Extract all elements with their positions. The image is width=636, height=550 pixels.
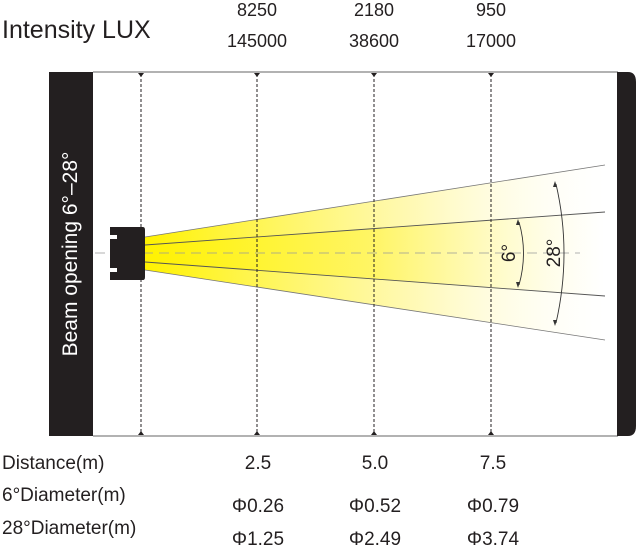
narrow-beam bbox=[145, 212, 605, 296]
narrow-diameter-value: Φ0.79 bbox=[466, 496, 520, 517]
wide-angle-arc bbox=[555, 183, 565, 324]
narrow-diameter-label: 6°Diameter(m) bbox=[2, 485, 126, 506]
lux-28deg-2.5: 145000 bbox=[226, 31, 288, 51]
wide-diameter-value: Φ2.49 bbox=[348, 529, 402, 550]
lux-6deg-7.5: 950 bbox=[475, 0, 507, 20]
distance-label: Distance(m) bbox=[2, 453, 105, 474]
wide-diameter-value: Φ3.74 bbox=[466, 529, 520, 550]
lux-28deg-7.5: 17000 bbox=[465, 31, 517, 51]
distance-value: 7.5 bbox=[479, 453, 507, 474]
right-bar bbox=[617, 72, 636, 436]
distance-value: 5.0 bbox=[361, 453, 389, 474]
lux-28deg-5.0: 38600 bbox=[348, 31, 400, 51]
narrow-angle-arc bbox=[518, 221, 524, 286]
wide-angle-label: 28° bbox=[544, 238, 565, 268]
wide-diameter-value: Φ1.25 bbox=[231, 529, 285, 550]
fixture-icon bbox=[110, 227, 145, 280]
narrow-diameter-value: Φ0.52 bbox=[348, 496, 402, 517]
left-bar bbox=[49, 72, 93, 436]
lux-6deg-2.5: 8250 bbox=[236, 0, 278, 20]
narrow-diameter-value: Φ0.26 bbox=[231, 496, 285, 517]
lux-6deg-5.0: 2180 bbox=[353, 0, 395, 20]
wide-diameter-label: 28°Diameter(m) bbox=[2, 518, 137, 539]
distance-value: 2.5 bbox=[244, 453, 272, 474]
beam-opening-label: Beam opening 6°–28° bbox=[59, 151, 82, 357]
narrow-angle-label: 6° bbox=[499, 243, 520, 263]
intensity-label: Intensity LUX bbox=[2, 16, 151, 44]
